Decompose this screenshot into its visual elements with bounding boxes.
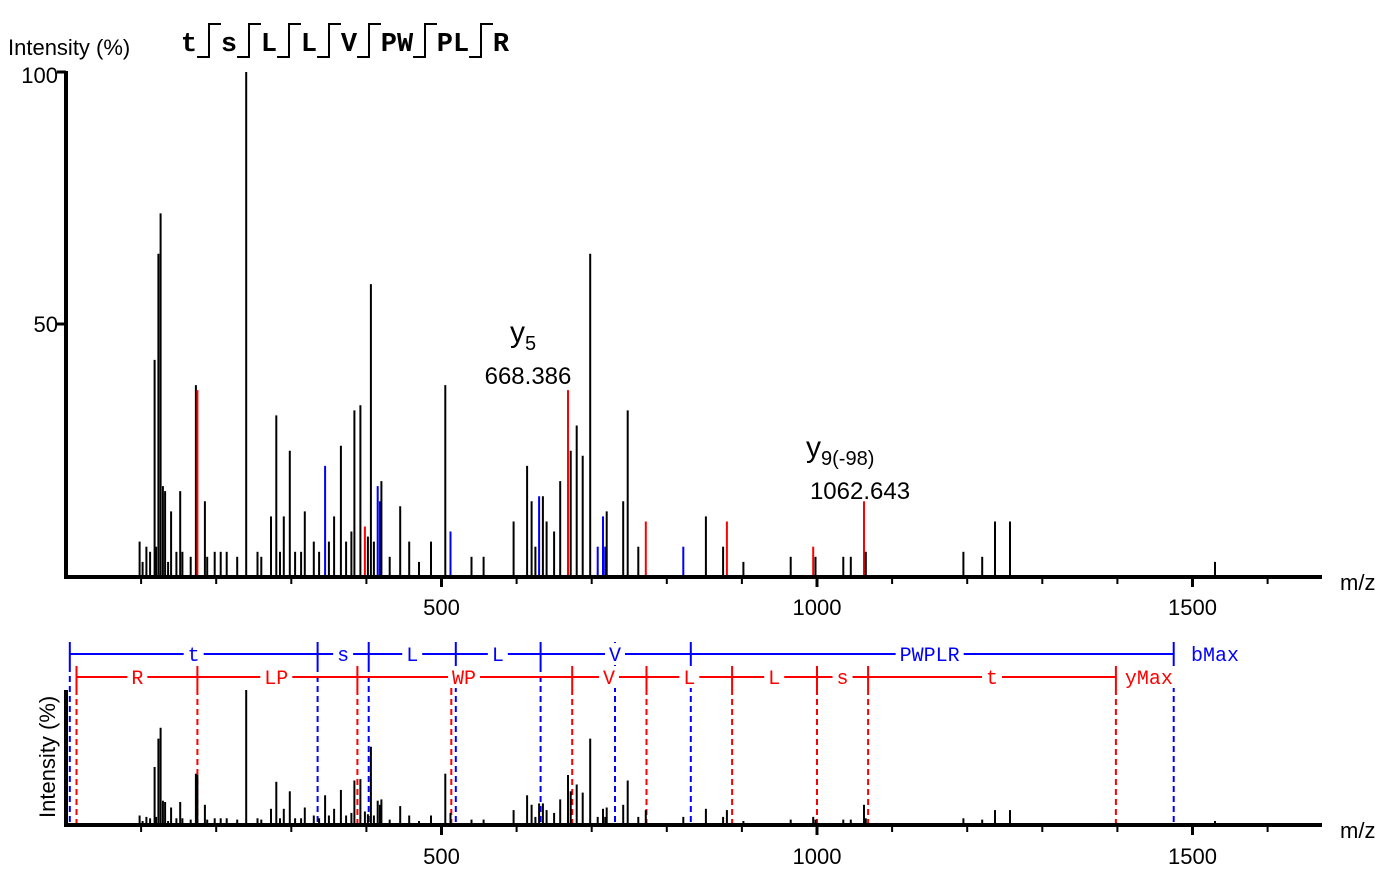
b-ion-label-5: PWPLR	[900, 645, 960, 668]
annotation-y5-subscript: 5	[525, 333, 536, 355]
y-ion-label-bg-4	[679, 666, 700, 688]
b-ion-label-bg-4	[604, 643, 625, 665]
b-ion-label-0: t	[188, 645, 200, 668]
peptide-sequence: t s L L V PW PL R	[181, 23, 510, 60]
b-ion-label-1: s	[337, 645, 349, 668]
y-ion-label-3: V	[603, 668, 615, 691]
bottom-y-axis-label: Intensity (%)	[35, 696, 60, 818]
y-ion-label-bg-6	[832, 666, 853, 688]
y-ion-label-bg-0	[127, 666, 148, 688]
bottom-x-tick-label-500: 500	[423, 844, 460, 869]
b-ion-label-bg-0	[183, 643, 204, 665]
y-ion-label-bg-2	[448, 666, 481, 688]
top-panel: Intensity (%) t s L L V PW PL R 500 1000 1500 100…	[8, 23, 1375, 620]
peptide-residue-3: L	[301, 30, 317, 60]
cleavage-bracket-1	[237, 23, 261, 58]
top-peaks	[138, 72, 1216, 577]
b-ion-label-bg-1	[333, 643, 354, 665]
cleavage-bracket-4	[357, 23, 381, 58]
annotation-y5-ion: y	[510, 316, 525, 349]
top-y-tick-label-100: 100	[21, 63, 58, 88]
peptide-residue-5: PW	[381, 30, 414, 60]
b-ion-label-3: L	[492, 645, 504, 668]
b-ion-label-2: L	[406, 645, 418, 668]
b-ion-label-bg-6	[1187, 643, 1244, 665]
annotation-y9-ion: y	[806, 431, 821, 464]
cleavage-bracket-0	[197, 23, 221, 58]
annotation-y9-mz: 1062.643	[810, 478, 910, 505]
y-ion-label-5: L	[768, 668, 780, 691]
top-x-tick-label-1000: 1000	[793, 595, 842, 620]
y-ion-label-4: L	[683, 668, 695, 691]
top-x-ticks: 500 1000 1500	[140, 577, 1269, 620]
peptide-residue-0: t	[181, 30, 197, 60]
y-ion-label-7: t	[986, 668, 998, 691]
top-y-tick-label-50: 50	[34, 312, 58, 337]
annotation-y5: y5 668.386	[485, 316, 572, 390]
y-ion-label-bg-8	[1120, 666, 1177, 688]
b-ion-label-bg-3	[487, 643, 508, 665]
cleavage-bracket-6	[469, 23, 493, 58]
annotation-y5-mz: 668.386	[485, 363, 572, 390]
b-ion-label-4: V	[609, 645, 621, 668]
cleavage-bracket-3	[317, 23, 341, 58]
bottom-x-ticks: 500 1000 1500	[140, 825, 1269, 869]
peptide-residue-6: PL	[437, 30, 469, 60]
y-ion-label-bg-7	[981, 666, 1002, 688]
b-ion-label-bg-2	[402, 643, 423, 665]
annotation-y9-subscript: 9(-98)	[821, 448, 874, 470]
annotation-y9: y9(-98) 1062.643	[806, 431, 910, 505]
b-ion-label-6: bMax	[1191, 645, 1239, 668]
bottom-x-axis-label: m/z	[1340, 818, 1375, 843]
b-ion-label-bg-5	[895, 643, 964, 665]
cleavage-bracket-2	[277, 23, 301, 58]
y-ion-label-8: yMax	[1125, 668, 1173, 691]
top-x-tick-label-500: 500	[423, 595, 460, 620]
top-x-tick-label-1500: 1500	[1168, 595, 1217, 620]
svg-text:y5: y5	[510, 316, 536, 355]
y-ion-label-6: s	[837, 668, 849, 691]
peptide-residue-1: s	[221, 30, 237, 60]
bottom-x-tick-label-1000: 1000	[793, 844, 842, 869]
y-ion-label-1: LP	[264, 668, 288, 691]
y-ion-label-0: R	[131, 668, 143, 691]
cleavage-bracket-5	[413, 23, 437, 58]
top-x-axis-label: m/z	[1340, 570, 1375, 595]
bottom-peaks	[138, 690, 1216, 825]
y-ion-label-2: WP	[452, 668, 476, 691]
svg-text:y9(-98): y9(-98)	[806, 431, 874, 470]
bottom-x-tick-label-1500: 1500	[1168, 844, 1217, 869]
peptide-residue-2: L	[261, 30, 277, 60]
peptide-residue-7: R	[493, 30, 510, 60]
peptide-residue-4: V	[341, 30, 358, 60]
y-ion-label-bg-1	[260, 666, 293, 688]
y-ion-label-bg-5	[764, 666, 785, 688]
top-y-axis-label: Intensity (%)	[8, 35, 130, 60]
y-ion-label-bg-3	[598, 666, 619, 688]
b-ion-coverage: t s L L V PWPLR bMax	[68, 642, 1244, 825]
